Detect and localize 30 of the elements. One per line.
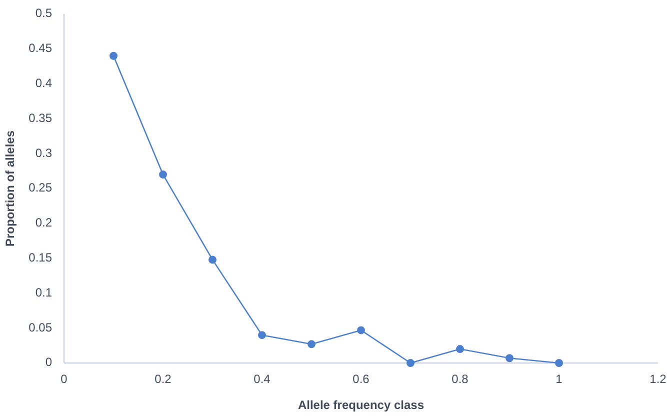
point (357, 326, 365, 334)
point (456, 345, 464, 354)
y-tick-label: 0.25 (28, 180, 52, 195)
point (110, 52, 118, 60)
x-tick-label: 0.8 (452, 372, 469, 386)
y-tick-label: 0.5 (35, 6, 52, 20)
point (406, 359, 414, 367)
y-tick-label: 0.2 (35, 216, 52, 230)
x-tick-label: 0.2 (154, 372, 172, 386)
y-tick-label: 0.4 (35, 76, 52, 90)
y-tick-label: 0.1 (35, 285, 52, 300)
y-tick-label: 0.15 (28, 250, 52, 264)
y-tick-label: 0 (45, 355, 52, 370)
x-tick-label: 0 (60, 372, 68, 386)
y-axis-title: Proportion of alleles (3, 130, 17, 247)
point (555, 359, 563, 367)
x-axis-title: Allele frequency class (298, 398, 424, 412)
point (506, 354, 514, 362)
x-tick-label: 1.2 (650, 372, 667, 386)
y-tick-label: 0.05 (28, 320, 52, 334)
x-tick-label: 0.4 (254, 372, 271, 386)
point (258, 331, 266, 340)
y-tick-label: 0.35 (28, 110, 52, 125)
y-tick-label: 0.3 (35, 146, 52, 160)
point (308, 340, 316, 348)
y-tick-label: 0.45 (28, 41, 52, 56)
point (208, 256, 216, 264)
x-tick-label: 0.6 (352, 372, 370, 386)
x-tick-label: 1 (556, 372, 563, 386)
point (159, 170, 167, 179)
